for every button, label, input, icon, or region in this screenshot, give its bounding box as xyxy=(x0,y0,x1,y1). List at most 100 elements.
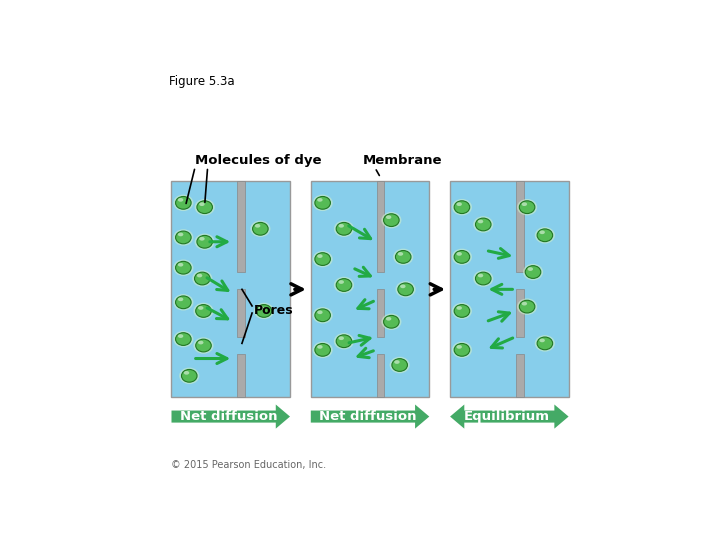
Ellipse shape xyxy=(174,260,194,276)
Ellipse shape xyxy=(179,368,199,384)
Text: Figure 5.3a: Figure 5.3a xyxy=(169,75,235,88)
Ellipse shape xyxy=(256,305,271,318)
Ellipse shape xyxy=(312,342,333,358)
Ellipse shape xyxy=(394,360,400,364)
Ellipse shape xyxy=(528,267,533,271)
Ellipse shape xyxy=(452,199,472,215)
Text: Net diffusion: Net diffusion xyxy=(319,410,416,423)
Ellipse shape xyxy=(312,194,333,211)
Ellipse shape xyxy=(395,281,415,298)
Ellipse shape xyxy=(334,277,354,293)
Ellipse shape xyxy=(174,229,194,246)
Ellipse shape xyxy=(517,199,537,215)
Ellipse shape xyxy=(315,309,330,322)
Ellipse shape xyxy=(537,229,553,241)
Ellipse shape xyxy=(400,285,405,288)
Ellipse shape xyxy=(317,198,323,202)
Ellipse shape xyxy=(178,198,184,202)
Ellipse shape xyxy=(178,263,184,267)
Ellipse shape xyxy=(382,314,402,330)
Text: Net diffusion: Net diffusion xyxy=(179,410,277,423)
Ellipse shape xyxy=(255,224,261,228)
Ellipse shape xyxy=(454,251,469,264)
Ellipse shape xyxy=(386,317,392,321)
Ellipse shape xyxy=(535,335,555,352)
Ellipse shape xyxy=(198,306,204,310)
Ellipse shape xyxy=(338,336,344,340)
Ellipse shape xyxy=(454,201,469,213)
Ellipse shape xyxy=(397,252,403,256)
Ellipse shape xyxy=(475,272,491,285)
Ellipse shape xyxy=(199,202,204,206)
Ellipse shape xyxy=(174,194,194,211)
Ellipse shape xyxy=(312,307,333,323)
Ellipse shape xyxy=(338,280,344,284)
Ellipse shape xyxy=(338,224,344,228)
Ellipse shape xyxy=(478,220,483,224)
Bar xyxy=(377,289,384,337)
Ellipse shape xyxy=(452,303,472,319)
Ellipse shape xyxy=(454,343,469,356)
Ellipse shape xyxy=(452,248,472,265)
Ellipse shape xyxy=(475,218,491,231)
Ellipse shape xyxy=(196,305,211,318)
Polygon shape xyxy=(171,404,290,429)
Ellipse shape xyxy=(454,305,469,318)
Text: Pores: Pores xyxy=(254,305,294,318)
Ellipse shape xyxy=(386,215,392,219)
Ellipse shape xyxy=(176,197,191,209)
Ellipse shape xyxy=(184,371,189,375)
Ellipse shape xyxy=(384,315,399,328)
Ellipse shape xyxy=(196,339,211,352)
Ellipse shape xyxy=(392,359,408,372)
Ellipse shape xyxy=(176,261,191,274)
Ellipse shape xyxy=(315,253,330,266)
Ellipse shape xyxy=(473,216,493,233)
Ellipse shape xyxy=(194,199,215,215)
Ellipse shape xyxy=(176,333,191,346)
Ellipse shape xyxy=(336,335,352,348)
Text: Membrane: Membrane xyxy=(362,154,442,167)
Bar xyxy=(377,181,384,272)
FancyBboxPatch shape xyxy=(311,181,429,397)
Ellipse shape xyxy=(526,266,541,279)
Bar xyxy=(377,354,384,397)
Ellipse shape xyxy=(398,283,413,296)
Ellipse shape xyxy=(456,202,462,206)
Ellipse shape xyxy=(523,264,543,280)
Ellipse shape xyxy=(199,237,204,241)
Ellipse shape xyxy=(197,235,212,248)
Ellipse shape xyxy=(384,214,399,226)
Ellipse shape xyxy=(176,231,191,244)
Ellipse shape xyxy=(178,334,184,338)
Ellipse shape xyxy=(452,342,472,358)
Ellipse shape xyxy=(521,202,527,206)
Ellipse shape xyxy=(197,201,212,213)
Bar xyxy=(238,354,245,397)
Ellipse shape xyxy=(253,222,268,235)
Ellipse shape xyxy=(535,227,555,244)
Ellipse shape xyxy=(473,271,493,287)
Bar xyxy=(516,289,523,337)
Ellipse shape xyxy=(317,310,323,314)
Ellipse shape xyxy=(197,274,202,278)
Ellipse shape xyxy=(251,220,271,237)
Ellipse shape xyxy=(336,222,352,235)
Ellipse shape xyxy=(519,201,535,213)
Ellipse shape xyxy=(194,338,214,354)
Ellipse shape xyxy=(176,296,191,309)
Ellipse shape xyxy=(178,298,184,301)
Bar xyxy=(238,289,245,337)
Ellipse shape xyxy=(393,248,413,265)
Ellipse shape xyxy=(181,369,197,382)
Ellipse shape xyxy=(334,333,354,349)
Ellipse shape xyxy=(537,337,553,350)
Ellipse shape xyxy=(382,212,402,228)
Text: Equilibrium: Equilibrium xyxy=(464,410,550,423)
Ellipse shape xyxy=(194,233,215,250)
Ellipse shape xyxy=(258,306,264,310)
Ellipse shape xyxy=(312,251,333,267)
Ellipse shape xyxy=(315,197,330,209)
Ellipse shape xyxy=(254,303,274,319)
Bar xyxy=(516,181,523,272)
